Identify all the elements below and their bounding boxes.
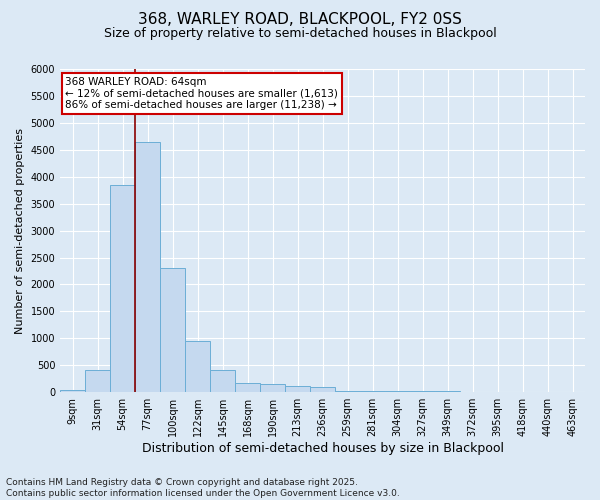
X-axis label: Distribution of semi-detached houses by size in Blackpool: Distribution of semi-detached houses by … [142, 442, 503, 455]
Bar [160, 268, 185, 392]
Bar [60, 390, 85, 392]
Text: 368, WARLEY ROAD, BLACKPOOL, FY2 0SS: 368, WARLEY ROAD, BLACKPOOL, FY2 0SS [138, 12, 462, 28]
Bar [410, 391, 435, 392]
Bar [85, 370, 110, 392]
Bar [110, 185, 135, 392]
Bar [185, 341, 210, 392]
Text: Contains HM Land Registry data © Crown copyright and database right 2025.
Contai: Contains HM Land Registry data © Crown c… [6, 478, 400, 498]
Bar [360, 390, 385, 392]
Bar [260, 384, 285, 392]
Bar [335, 390, 360, 392]
Bar [135, 142, 160, 392]
Bar [310, 387, 335, 392]
Text: Size of property relative to semi-detached houses in Blackpool: Size of property relative to semi-detach… [104, 28, 496, 40]
Text: 368 WARLEY ROAD: 64sqm
← 12% of semi-detached houses are smaller (1,613)
86% of : 368 WARLEY ROAD: 64sqm ← 12% of semi-det… [65, 77, 338, 110]
Bar [285, 386, 310, 392]
Bar [210, 370, 235, 392]
Bar [385, 391, 410, 392]
Y-axis label: Number of semi-detached properties: Number of semi-detached properties [15, 128, 25, 334]
Bar [235, 383, 260, 392]
